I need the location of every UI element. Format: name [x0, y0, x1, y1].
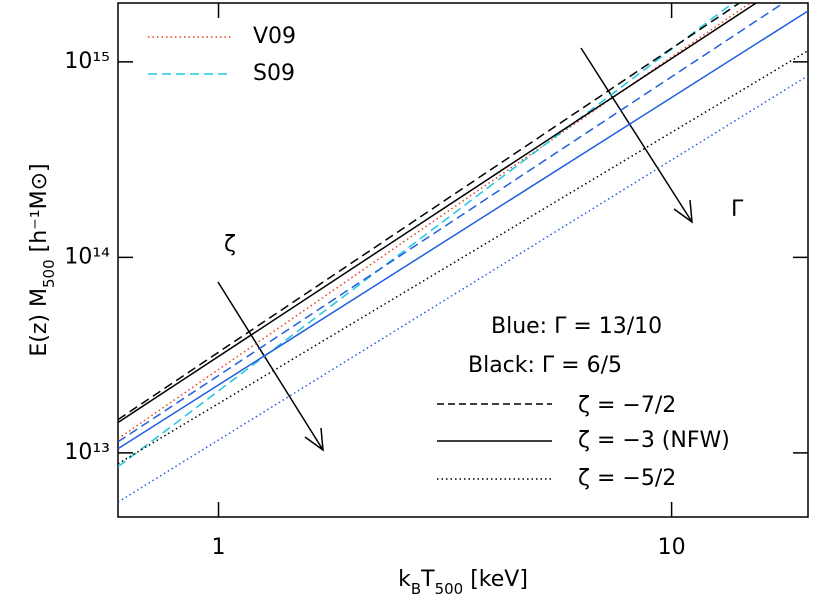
plot-frame — [117, 2, 809, 518]
annotation: ζ — [224, 232, 236, 257]
x-axis-label-part: B — [411, 580, 421, 598]
gamma-arrow-head — [673, 199, 693, 224]
y-axis-label-part: [h⁻¹M⊙] — [27, 163, 52, 259]
x-axis-label-part: [keV] — [463, 567, 528, 592]
series-line — [118, 50, 808, 465]
legend-label: S09 — [253, 61, 295, 86]
annotation: ζ = −5/2 — [578, 466, 676, 491]
zeta-arrow — [217, 281, 324, 451]
y-axis-label-part: 500 — [40, 259, 58, 288]
x-axis-label-part: T — [420, 567, 435, 592]
gamma-arrow — [580, 47, 693, 223]
y-tick-label: 10¹³ — [64, 440, 110, 465]
legend-label: V09 — [253, 24, 296, 49]
y-axis-label: E(z) M500 [h⁻¹M⊙] — [27, 163, 58, 356]
arrows — [217, 47, 693, 452]
series-line — [118, 3, 735, 468]
series-line — [118, 10, 808, 450]
series-line — [118, 3, 752, 440]
annotation: Blue: Γ = 13/10 — [491, 314, 662, 339]
series-line — [118, 75, 808, 503]
annotation: ζ = −7/2 — [578, 393, 676, 418]
x-axis-label-part: 500 — [435, 580, 464, 598]
annotation: Γ — [731, 197, 744, 222]
style-legend-lines — [437, 403, 552, 480]
series-line — [118, 3, 741, 421]
x-axis-label-part: k — [398, 567, 411, 592]
x-axis-label: kBT500 [keV] — [398, 567, 528, 598]
x-tick-label: 10 — [658, 535, 686, 560]
x-tick-label: 1 — [212, 535, 226, 560]
y-tick-label: 10¹⁴ — [64, 244, 110, 269]
series-line — [118, 3, 758, 424]
y-axis-label-part: E(z) M — [27, 288, 52, 357]
series-line — [118, 3, 785, 443]
annotation: Black: Γ = 6/5 — [468, 353, 622, 378]
plot-lines — [118, 3, 808, 503]
zeta-arrow-head — [304, 427, 324, 452]
annotation: ζ = −3 (NFW) — [578, 428, 730, 453]
y-tick-label: 10¹⁵ — [64, 49, 110, 74]
